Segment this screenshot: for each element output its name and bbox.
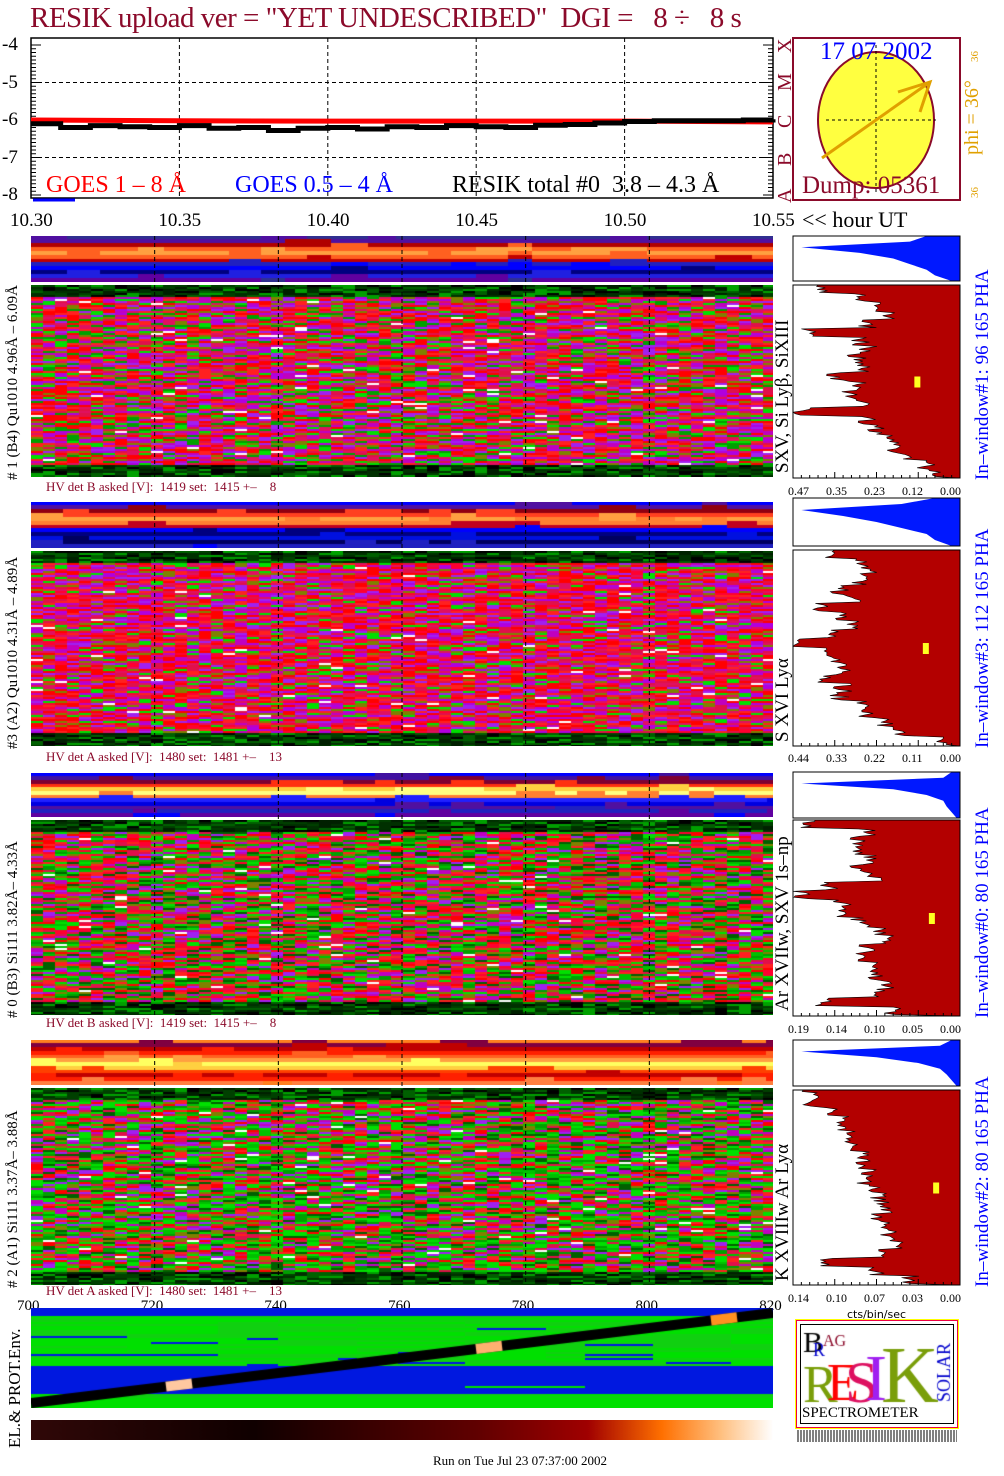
hv-status: HV det A asked [V]: 1480 set: 1481 +– 13	[46, 749, 283, 764]
spectral-lines-label: S XVI Lyα	[772, 658, 793, 742]
sun-orientation-box	[792, 37, 961, 201]
hist-x-label: cts/bin/sec	[847, 1308, 907, 1321]
logo-spectrometer: SPECTROMETER	[802, 1405, 919, 1421]
level-marker	[922, 643, 929, 654]
hist-tick-label: 0.19	[788, 1022, 809, 1036]
hist-tick-label: 0.10	[864, 1022, 885, 1036]
spectrum-histogram	[792, 549, 961, 747]
legend-goes-short: GOES 0.5 – 4 Å	[235, 172, 394, 198]
logo-letters	[800, 1324, 954, 1408]
y-tick-label: -6	[2, 109, 18, 130]
x-tick-label: 10.50	[603, 210, 647, 231]
pha-frame	[792, 1039, 961, 1087]
series-resik-total	[31, 117, 776, 133]
hist-tick-label: 0.03	[902, 1291, 923, 1305]
spectrum-histogram	[792, 284, 961, 479]
histogram-group	[792, 235, 961, 479]
level-marker	[933, 1182, 940, 1194]
spectral-lines-label: K XVIIIw Ar Lyα	[772, 1143, 793, 1281]
pha-histogram	[801, 498, 960, 546]
logo-fineprint	[797, 1430, 957, 1442]
hist-tick-label: 0.10	[826, 1291, 847, 1305]
hist-tick-label: 0.05	[902, 1022, 923, 1036]
hist-tick-label: 0.00	[940, 751, 961, 765]
pha-histogram	[801, 772, 960, 818]
pha-histogram	[801, 1040, 960, 1086]
time-grid	[154, 502, 650, 746]
light-curve-plot	[30, 37, 776, 202]
phi-arrowhead	[897, 79, 933, 113]
in-window-label: In–window#0: 80 165 PHA	[972, 807, 993, 1018]
x-tick-label: 10.35	[158, 210, 202, 231]
level-marker	[914, 376, 921, 388]
time-grid	[154, 1040, 650, 1285]
detector-label: # 0 (B3) Si111 3.82Å– 4.33Å	[5, 841, 21, 1018]
hist-tick-label: 0.00	[940, 484, 961, 498]
dump-number: Dump: 05361	[802, 172, 941, 199]
in-window-label: In–window#3: 112 165 PHA	[972, 528, 993, 748]
hv-status: HV det B asked [V]: 1419 set: 1415 +– 8	[46, 479, 277, 494]
hist-tick-label: 0.35	[826, 484, 847, 498]
hist-tick-label: 0.14	[826, 1022, 847, 1036]
hist-tick-label: 0.00	[940, 1022, 961, 1036]
hist-tick-label: 0.11	[902, 751, 923, 765]
hv-status: HV det B asked [V]: 1419 set: 1415 +– 8	[46, 1015, 277, 1030]
y-tick-label: -5	[2, 71, 18, 93]
hist-tick-label: 0.12	[902, 484, 923, 498]
pha-histogram	[801, 236, 960, 281]
in-window-label: In–window#2: 80 165 PHA	[972, 1076, 993, 1287]
detector-label: #3 (A2) Qu1010 4.31Å – 4.89Å	[5, 556, 21, 749]
env-label: EL.& PROT.Env.	[5, 1328, 24, 1448]
detector-label: # 2 (A1) Si111 3.37Å– 3.88Å	[5, 1110, 21, 1288]
sun-frame	[792, 37, 961, 201]
hist-tick-label: 0.14	[788, 1291, 809, 1305]
hist-tick-label: 0.07	[864, 1291, 885, 1305]
hv-status: HV det A asked [V]: 1480 set: 1481 +– 13	[46, 1283, 283, 1298]
resik-logo: SPECTROMETER	[795, 1319, 959, 1429]
time-grid	[154, 236, 650, 477]
hist-tick-label: 0.44	[788, 751, 809, 765]
level-marker	[928, 913, 935, 924]
x-axis-label: << hour UT	[802, 207, 908, 232]
hist-tick-label: 0.00	[940, 1291, 961, 1305]
pha-frame	[792, 235, 961, 282]
in-window-label: In–window#1: 96 165 PHA	[972, 269, 993, 480]
pha-frame	[792, 771, 961, 819]
hist-tick-label: 0.22	[864, 751, 885, 765]
sun-date: 17 07 2002	[820, 38, 933, 65]
time-grid	[154, 773, 650, 1015]
histogram-group	[792, 771, 961, 1017]
y-tick-label: -8	[2, 184, 18, 205]
detector-label: # 1 (B4) Qu1010 4.96Å – 6.09Å	[5, 285, 21, 480]
run-timestamp: Run on Tue Jul 23 07:37:00 2002	[432, 1453, 608, 1468]
y-tick-label: -7	[2, 146, 18, 168]
histogram-group	[792, 497, 961, 747]
x-tick-label: 10.30	[10, 210, 53, 231]
spectrum-histogram	[793, 819, 961, 1017]
legend-resik: RESIK total #0 3.8 – 4.3 Å	[452, 172, 720, 198]
page-title: RESIK upload ver = "YET UNDESCRIBED" DGI…	[30, 2, 742, 34]
y-tick-label: -4	[2, 34, 18, 55]
spectrum-histogram	[801, 1089, 961, 1286]
x-tick-label: 10.45	[455, 210, 498, 231]
hist-tick-label: 0.23	[864, 484, 885, 498]
phi-arrow	[821, 80, 931, 160]
hist-tick-label: 0.33	[826, 751, 847, 765]
x-tick-label: 10.55	[752, 210, 795, 231]
x-tick-label: 10.40	[306, 210, 350, 231]
color-scale-bar	[31, 1420, 773, 1440]
particle-environment-plot	[31, 1308, 773, 1408]
hist-tick-label: 0.47	[788, 484, 809, 498]
histogram-group	[792, 1039, 961, 1286]
spectral-lines-label: SXV, Si Lyβ, SiXIII	[772, 319, 793, 473]
spectral-lines-label: Ar XVIIw, SXV 1s–np	[772, 836, 793, 1011]
pha-frame	[792, 497, 961, 547]
legend-goes-long: GOES 1 – 8 Å	[46, 172, 187, 198]
